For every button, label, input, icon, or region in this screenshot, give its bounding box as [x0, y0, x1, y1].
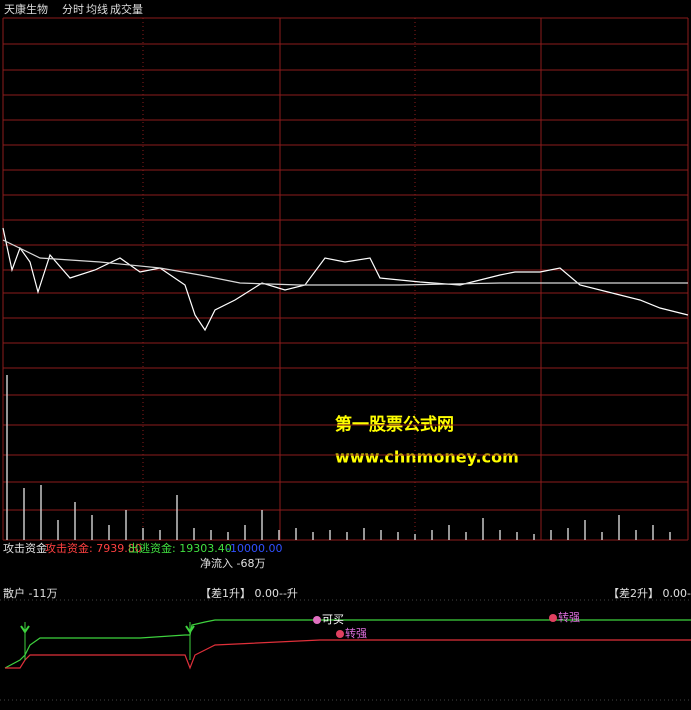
series-line	[5, 639, 691, 670]
stock-name: 天康生物	[4, 2, 48, 16]
series-line	[4, 619, 691, 669]
arrow	[185, 625, 195, 634]
annotation: 转强	[345, 626, 367, 640]
indicator-value: 散户 -11万	[3, 586, 57, 600]
indicator-value: 【差1升】 0.00--升	[200, 586, 298, 600]
menu-item[interactable]: 分时	[62, 3, 84, 16]
indicator-value: -10000.00	[226, 542, 282, 555]
watermark: www.chnmoney.com	[335, 448, 519, 467]
indicator-value: 出逃资金: 19303.40	[128, 541, 232, 555]
series-line	[2, 227, 689, 332]
menu-item[interactable]: 均线	[86, 2, 108, 16]
signal-icon	[336, 630, 344, 638]
indicator-label: 攻击资金	[3, 541, 47, 555]
signal-icon	[549, 614, 557, 622]
annotation: 可买	[322, 613, 344, 626]
menu-item[interactable]: 成交量	[110, 2, 143, 16]
series-line	[2, 239, 688, 286]
arrow	[20, 625, 30, 634]
indicator-value: 【差2升】 0.00--攻	[608, 586, 691, 600]
signal-icon	[313, 616, 321, 624]
indicator-value: 攻击资金: 7939.80	[45, 541, 142, 555]
indicator-value: 净流入 -68万	[200, 556, 265, 570]
annotation: 转强	[558, 610, 580, 624]
